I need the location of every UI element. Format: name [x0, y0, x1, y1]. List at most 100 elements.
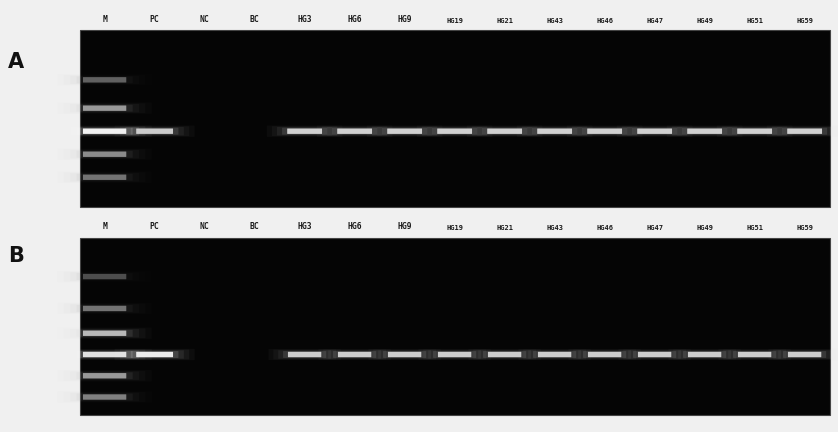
FancyBboxPatch shape: [278, 350, 331, 359]
Text: HG3: HG3: [297, 222, 312, 231]
FancyBboxPatch shape: [70, 329, 139, 337]
FancyBboxPatch shape: [76, 394, 132, 400]
FancyBboxPatch shape: [288, 352, 321, 357]
FancyBboxPatch shape: [83, 274, 127, 279]
FancyBboxPatch shape: [76, 151, 132, 158]
FancyBboxPatch shape: [533, 351, 577, 358]
Text: HG46: HG46: [596, 225, 613, 231]
FancyBboxPatch shape: [637, 128, 672, 134]
FancyBboxPatch shape: [83, 77, 127, 83]
FancyBboxPatch shape: [482, 128, 527, 135]
Text: HG51: HG51: [746, 225, 763, 231]
Text: HG49: HG49: [696, 18, 713, 24]
FancyBboxPatch shape: [377, 127, 432, 135]
FancyBboxPatch shape: [328, 350, 381, 359]
FancyBboxPatch shape: [733, 351, 776, 358]
FancyBboxPatch shape: [283, 351, 326, 358]
FancyBboxPatch shape: [738, 352, 771, 357]
Text: PC: PC: [150, 222, 159, 231]
FancyBboxPatch shape: [777, 127, 832, 135]
FancyBboxPatch shape: [638, 352, 671, 357]
FancyBboxPatch shape: [337, 128, 372, 134]
Text: HG43: HG43: [546, 225, 563, 231]
Bar: [80, 238, 830, 415]
FancyBboxPatch shape: [782, 128, 827, 135]
FancyBboxPatch shape: [538, 352, 572, 357]
FancyBboxPatch shape: [583, 351, 626, 358]
FancyBboxPatch shape: [783, 351, 826, 358]
FancyBboxPatch shape: [287, 128, 322, 134]
FancyBboxPatch shape: [382, 128, 427, 135]
FancyBboxPatch shape: [83, 352, 127, 357]
FancyBboxPatch shape: [387, 128, 422, 134]
FancyBboxPatch shape: [677, 127, 732, 135]
FancyBboxPatch shape: [83, 330, 127, 336]
FancyBboxPatch shape: [437, 128, 472, 134]
FancyBboxPatch shape: [527, 127, 582, 135]
FancyBboxPatch shape: [787, 128, 822, 134]
FancyBboxPatch shape: [537, 128, 572, 134]
FancyBboxPatch shape: [728, 350, 781, 359]
FancyBboxPatch shape: [427, 127, 482, 135]
FancyBboxPatch shape: [76, 105, 132, 111]
FancyBboxPatch shape: [428, 350, 481, 359]
Text: BC: BC: [250, 222, 260, 231]
FancyBboxPatch shape: [131, 351, 178, 358]
FancyBboxPatch shape: [788, 352, 821, 357]
FancyBboxPatch shape: [478, 350, 531, 359]
Text: HG3: HG3: [297, 15, 312, 24]
FancyBboxPatch shape: [577, 127, 632, 135]
FancyBboxPatch shape: [332, 128, 377, 135]
FancyBboxPatch shape: [627, 127, 682, 135]
FancyBboxPatch shape: [727, 127, 782, 135]
Text: HG6: HG6: [347, 15, 362, 24]
FancyBboxPatch shape: [76, 128, 132, 135]
Text: NC: NC: [199, 15, 210, 24]
Text: HG21: HG21: [496, 225, 513, 231]
FancyBboxPatch shape: [378, 350, 431, 359]
FancyBboxPatch shape: [438, 352, 471, 357]
Text: HG59: HG59: [796, 18, 813, 24]
FancyBboxPatch shape: [578, 350, 631, 359]
Text: HG9: HG9: [397, 222, 412, 231]
FancyBboxPatch shape: [688, 352, 722, 357]
FancyBboxPatch shape: [76, 76, 132, 83]
Text: HG21: HG21: [496, 18, 513, 24]
FancyBboxPatch shape: [633, 351, 676, 358]
FancyBboxPatch shape: [70, 350, 139, 359]
FancyBboxPatch shape: [327, 127, 382, 135]
Text: HG19: HG19: [446, 18, 463, 24]
Text: HG59: HG59: [796, 225, 813, 231]
FancyBboxPatch shape: [76, 174, 132, 181]
FancyBboxPatch shape: [83, 152, 127, 157]
FancyBboxPatch shape: [678, 350, 731, 359]
FancyBboxPatch shape: [587, 128, 622, 134]
FancyBboxPatch shape: [383, 351, 427, 358]
Text: HG19: HG19: [446, 225, 463, 231]
Text: HG47: HG47: [646, 18, 663, 24]
Text: M: M: [102, 15, 107, 24]
FancyBboxPatch shape: [737, 128, 772, 134]
FancyBboxPatch shape: [333, 351, 376, 358]
FancyBboxPatch shape: [137, 352, 173, 357]
FancyBboxPatch shape: [732, 128, 777, 135]
FancyBboxPatch shape: [433, 351, 476, 358]
Text: BC: BC: [250, 15, 260, 24]
FancyBboxPatch shape: [83, 128, 127, 134]
Text: M: M: [102, 222, 107, 231]
FancyBboxPatch shape: [70, 127, 139, 135]
FancyBboxPatch shape: [83, 105, 127, 111]
FancyBboxPatch shape: [126, 350, 184, 359]
FancyBboxPatch shape: [588, 352, 621, 357]
FancyBboxPatch shape: [483, 351, 526, 358]
FancyBboxPatch shape: [683, 351, 727, 358]
FancyBboxPatch shape: [432, 128, 477, 135]
Text: HG47: HG47: [646, 225, 663, 231]
Text: HG49: HG49: [696, 225, 713, 231]
FancyBboxPatch shape: [76, 372, 132, 379]
Text: A: A: [8, 52, 24, 72]
Text: HG9: HG9: [397, 15, 412, 24]
FancyBboxPatch shape: [477, 127, 532, 135]
FancyBboxPatch shape: [487, 128, 522, 134]
FancyBboxPatch shape: [126, 127, 184, 135]
